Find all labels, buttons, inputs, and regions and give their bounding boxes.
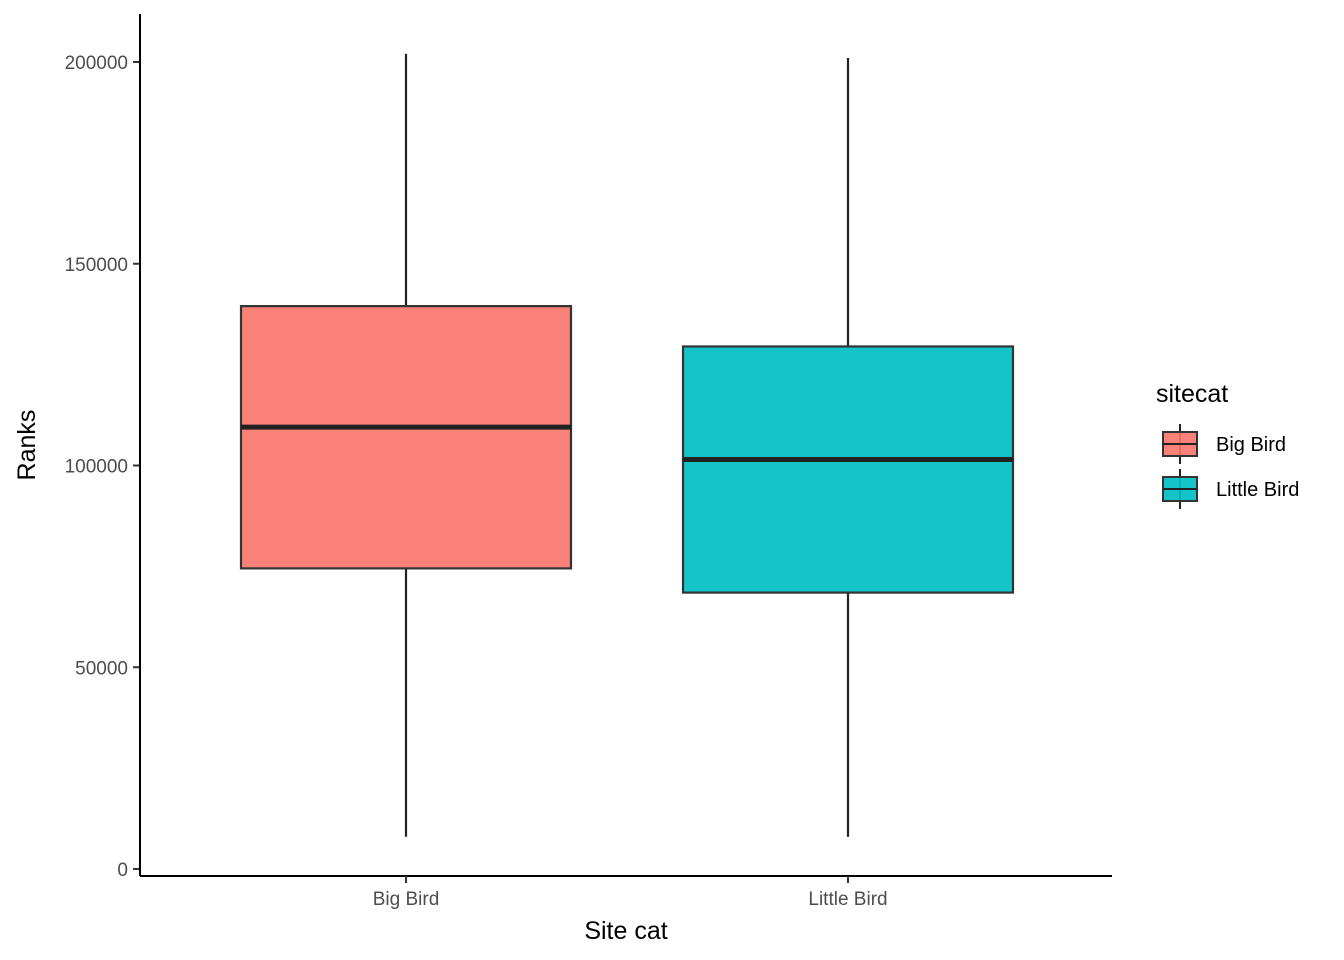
legend-label: Little Bird [1216,479,1299,501]
legend-label: Big Bird [1216,434,1286,456]
legend: sitecat Big Bird Little Bird [1156,380,1299,509]
y-axis-ticks: 0 50000 100000 150000 200000 [65,53,140,881]
y-tick-label: 200000 [65,53,128,74]
y-tick-label: 100000 [65,457,128,478]
box-iqr [681,345,1015,594]
x-tick-label: Big Bird [373,889,440,910]
box-big-bird [239,53,573,837]
y-tick-label: 0 [117,860,128,881]
legend-entry: Big Bird [1162,424,1286,464]
x-tick-label: Little Bird [808,889,887,910]
legend-entry: Little Bird [1162,469,1299,509]
box-iqr [239,305,573,570]
axes [139,14,1112,877]
y-tick-label: 150000 [65,255,128,276]
y-tick-label: 50000 [75,658,128,679]
box-little-bird [681,57,1015,837]
x-axis-ticks: Big Bird Little Bird [373,876,888,910]
boxes [239,53,1015,837]
x-axis-title: Site cat [584,917,667,945]
legend-title: sitecat [1156,380,1228,408]
y-axis-title: Ranks [13,410,41,481]
